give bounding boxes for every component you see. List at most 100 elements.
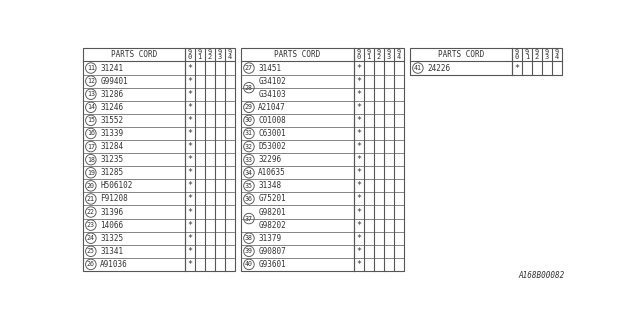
Text: 21: 21	[87, 196, 95, 202]
Text: 35: 35	[245, 183, 253, 189]
Text: F91208: F91208	[100, 195, 128, 204]
Text: G34102: G34102	[259, 76, 286, 86]
Text: 9: 9	[397, 49, 401, 55]
Text: 40: 40	[245, 261, 253, 268]
Text: D53002: D53002	[259, 142, 286, 151]
Text: 29: 29	[245, 104, 253, 110]
Text: 0: 0	[188, 54, 192, 60]
Text: 31235: 31235	[100, 155, 124, 164]
Text: G99401: G99401	[100, 76, 128, 86]
Text: 9: 9	[555, 49, 559, 55]
Text: 19: 19	[87, 170, 95, 176]
Text: 4: 4	[397, 54, 401, 60]
Text: G90807: G90807	[259, 247, 286, 256]
Text: 31552: 31552	[100, 116, 124, 125]
Text: 31451: 31451	[259, 64, 282, 73]
Text: 14: 14	[87, 104, 95, 110]
Text: 31246: 31246	[100, 103, 124, 112]
Text: 9: 9	[367, 49, 371, 55]
Text: *: *	[356, 181, 361, 190]
Text: 9: 9	[525, 49, 529, 55]
Text: 13: 13	[87, 91, 95, 97]
Text: 24226: 24226	[428, 64, 451, 73]
Text: 14066: 14066	[100, 220, 124, 230]
Bar	[83, 48, 235, 271]
Text: *: *	[187, 90, 192, 99]
Text: *: *	[187, 142, 192, 151]
Text: 9: 9	[515, 49, 519, 55]
Text: 31339: 31339	[100, 129, 124, 138]
Text: 9: 9	[208, 49, 212, 55]
Text: *: *	[356, 168, 361, 177]
Text: *: *	[356, 64, 361, 73]
Text: 39: 39	[245, 248, 253, 254]
Text: 25: 25	[87, 248, 95, 254]
Text: 31286: 31286	[100, 90, 124, 99]
Text: 18: 18	[87, 157, 95, 163]
Text: 3: 3	[218, 54, 222, 60]
Text: PARTS CORD: PARTS CORD	[438, 50, 484, 59]
Text: *: *	[356, 129, 361, 138]
Text: *: *	[187, 220, 192, 230]
Text: A168B00082: A168B00082	[518, 271, 564, 280]
Text: *: *	[514, 64, 519, 73]
Text: A21047: A21047	[259, 103, 286, 112]
Text: 16: 16	[87, 131, 95, 137]
Text: 9: 9	[198, 49, 202, 55]
Text: 15: 15	[87, 117, 95, 124]
Text: *: *	[187, 247, 192, 256]
Text: PARTS CORD: PARTS CORD	[111, 50, 157, 59]
Text: 31379: 31379	[259, 234, 282, 243]
Text: 31325: 31325	[100, 234, 124, 243]
Text: *: *	[356, 116, 361, 125]
Text: *: *	[187, 103, 192, 112]
Text: 32: 32	[245, 144, 253, 149]
Text: G34103: G34103	[259, 90, 286, 99]
Text: *: *	[356, 90, 361, 99]
Text: 2: 2	[535, 54, 539, 60]
Text: *: *	[187, 195, 192, 204]
Text: 31241: 31241	[100, 64, 124, 73]
Text: 30: 30	[245, 117, 253, 124]
Bar	[410, 48, 562, 75]
Text: *: *	[356, 247, 361, 256]
Text: *: *	[356, 195, 361, 204]
Text: *: *	[356, 142, 361, 151]
Text: G75201: G75201	[259, 195, 286, 204]
Text: H506102: H506102	[100, 181, 132, 190]
Bar	[241, 48, 404, 271]
Text: G98202: G98202	[259, 220, 286, 230]
Text: 1: 1	[525, 54, 529, 60]
Text: 31284: 31284	[100, 142, 124, 151]
Text: 32296: 32296	[259, 155, 282, 164]
Text: 37: 37	[245, 216, 253, 221]
Text: A91036: A91036	[100, 260, 128, 269]
Text: 27: 27	[245, 65, 253, 71]
Text: 3: 3	[387, 54, 391, 60]
Text: *: *	[187, 168, 192, 177]
Text: 34: 34	[245, 170, 253, 176]
Text: *: *	[187, 181, 192, 190]
Text: *: *	[356, 155, 361, 164]
Text: PARTS CORD: PARTS CORD	[275, 50, 321, 59]
Text: 17: 17	[87, 144, 95, 149]
Text: *: *	[187, 234, 192, 243]
Text: *: *	[187, 208, 192, 217]
Text: 1: 1	[367, 54, 371, 60]
Text: 41: 41	[414, 65, 422, 71]
Text: 31: 31	[245, 131, 253, 137]
Text: 9: 9	[545, 49, 549, 55]
Text: *: *	[187, 64, 192, 73]
Text: 9: 9	[356, 49, 361, 55]
Text: 20: 20	[87, 183, 95, 189]
Text: 9: 9	[387, 49, 391, 55]
Text: 0: 0	[515, 54, 519, 60]
Text: 9: 9	[228, 49, 232, 55]
Text: 26: 26	[87, 261, 95, 268]
Text: *: *	[187, 129, 192, 138]
Text: 11: 11	[87, 65, 95, 71]
Text: *: *	[356, 76, 361, 86]
Text: 2: 2	[376, 54, 381, 60]
Text: *: *	[356, 260, 361, 269]
Text: 31348: 31348	[259, 181, 282, 190]
